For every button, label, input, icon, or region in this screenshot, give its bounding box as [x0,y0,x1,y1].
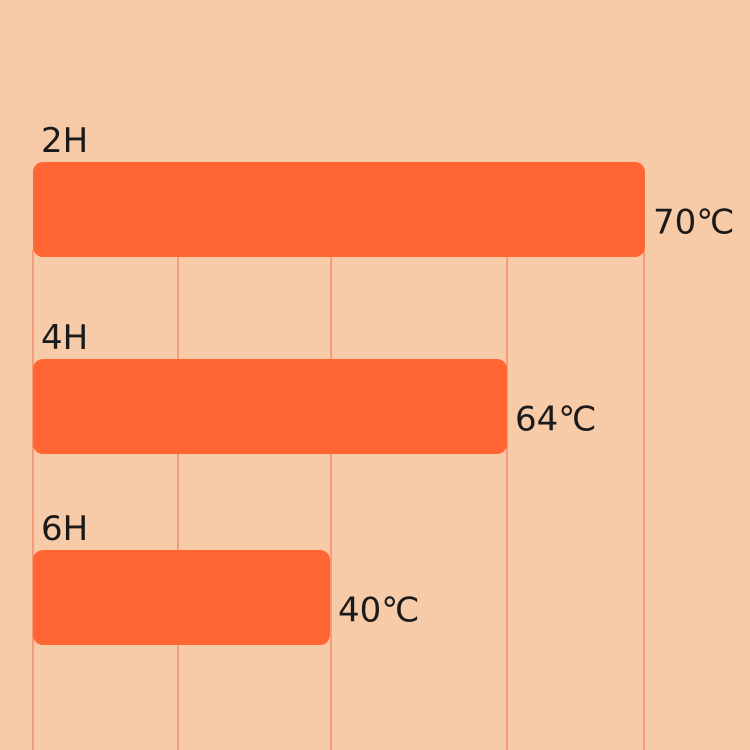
bar-6h [33,550,330,645]
bar-4h [33,359,507,454]
value-label: 64℃ [515,400,596,440]
bar-2h [33,162,645,257]
category-label: 6H [41,509,88,549]
value-label: 40℃ [338,591,419,631]
category-label: 4H [41,318,88,358]
value-label: 70℃ [653,203,734,243]
category-label: 2H [41,121,88,161]
